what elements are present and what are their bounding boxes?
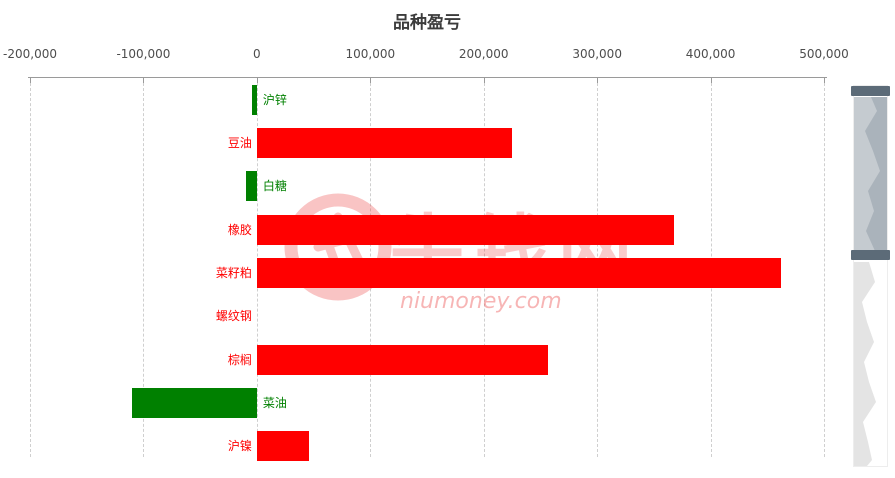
bar-7[interactable] [132, 387, 257, 418]
gridline [30, 78, 31, 457]
bar-label-3: 橡胶 [227, 222, 252, 237]
axis-tick-label: -200,000 [3, 47, 57, 61]
bar-label-5: 螺纹钢 [215, 309, 252, 324]
axis-tick [597, 78, 599, 83]
axis-tick-label: 0 [253, 47, 261, 61]
watermark: 牛钱网 niumoney.com [272, 183, 642, 322]
datazoom-handle-top[interactable] [851, 86, 890, 96]
bar-6[interactable] [256, 344, 549, 375]
bar-label-0: 沪锌 [262, 92, 287, 107]
axis-tick [256, 78, 258, 83]
bar-0[interactable] [252, 84, 257, 115]
gridline [143, 78, 145, 457]
axis-tick [143, 78, 145, 83]
bar-8[interactable] [256, 431, 310, 462]
bar-label-8: 沪镍 [227, 439, 252, 454]
axis-tick-label: 400,000 [685, 47, 736, 61]
gridline [824, 78, 825, 457]
bar-label-6: 棕榈 [227, 352, 252, 367]
datazoom-data-shadow [854, 97, 887, 466]
bar-3[interactable] [256, 214, 675, 245]
axis-tick-label: 500,000 [799, 47, 849, 61]
datazoom-handle-bottom[interactable] [851, 250, 890, 260]
axis-tick [483, 78, 485, 83]
bar-label-7: 菜油 [262, 395, 287, 410]
axis-tick-label: 200,000 [458, 47, 509, 61]
bar-label-1: 豆油 [227, 135, 252, 150]
bar-4[interactable] [256, 257, 781, 288]
axis-tick [824, 78, 825, 83]
x-axis-line [28, 77, 827, 78]
watermark-subtext: niumoney.com [400, 289, 562, 314]
bar-label-4: 菜籽粕 [215, 265, 252, 280]
axis-tick-label: 100,000 [345, 47, 396, 61]
axis-tick [710, 78, 712, 83]
chart-title: 品种盈亏 [393, 13, 461, 33]
datazoom-slider[interactable] [851, 85, 890, 467]
bar-1[interactable] [256, 127, 513, 158]
bar-label-2: 白糖 [262, 179, 287, 194]
axis-tick [370, 78, 372, 83]
axis-tick-label: 300,000 [572, 47, 622, 61]
axis-tick-label: -100,000 [116, 47, 171, 61]
bar-2[interactable] [245, 171, 257, 202]
axis-tick [30, 78, 31, 83]
